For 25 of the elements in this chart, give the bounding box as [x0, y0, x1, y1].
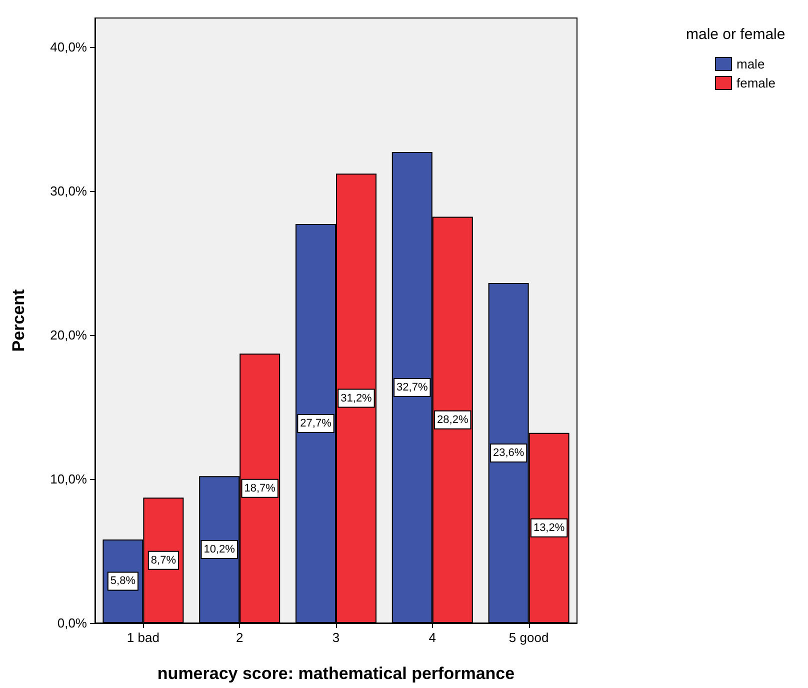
y-tick-label: 20,0%	[50, 327, 88, 342]
legend-label: female	[736, 76, 776, 90]
data-label: 8,7%	[150, 554, 176, 566]
data-label: 28,2%	[437, 414, 468, 426]
data-label: 27,7%	[300, 417, 332, 430]
data-label: 23,6%	[492, 447, 524, 460]
data-label: 31,2%	[340, 392, 372, 404]
y-tick-label: 40,0%	[50, 39, 88, 54]
data-label: 5,8%	[110, 575, 136, 588]
y-tick-label: 0,0%	[57, 616, 88, 630]
data-label: 32,7%	[396, 381, 428, 394]
y-tick-label: 10,0%	[50, 471, 88, 486]
data-label: 13,2%	[533, 522, 565, 534]
data-label: 10,2%	[204, 544, 236, 556]
y-axis-title: Percent	[9, 288, 28, 352]
x-axis-title: numeracy score: mathematical performance	[157, 664, 515, 683]
x-tick-label: 1 bad	[126, 630, 160, 645]
x-tick-label: 3	[332, 630, 340, 645]
y-tick-label: 30,0%	[50, 183, 88, 198]
x-tick-label: 5 good	[508, 630, 549, 645]
legend-title: male or female	[686, 26, 786, 43]
x-tick-label: 4	[428, 630, 436, 645]
legend-label: male	[736, 56, 765, 72]
x-tick-label: 2	[236, 630, 244, 645]
data-label: 18,7%	[244, 482, 276, 494]
